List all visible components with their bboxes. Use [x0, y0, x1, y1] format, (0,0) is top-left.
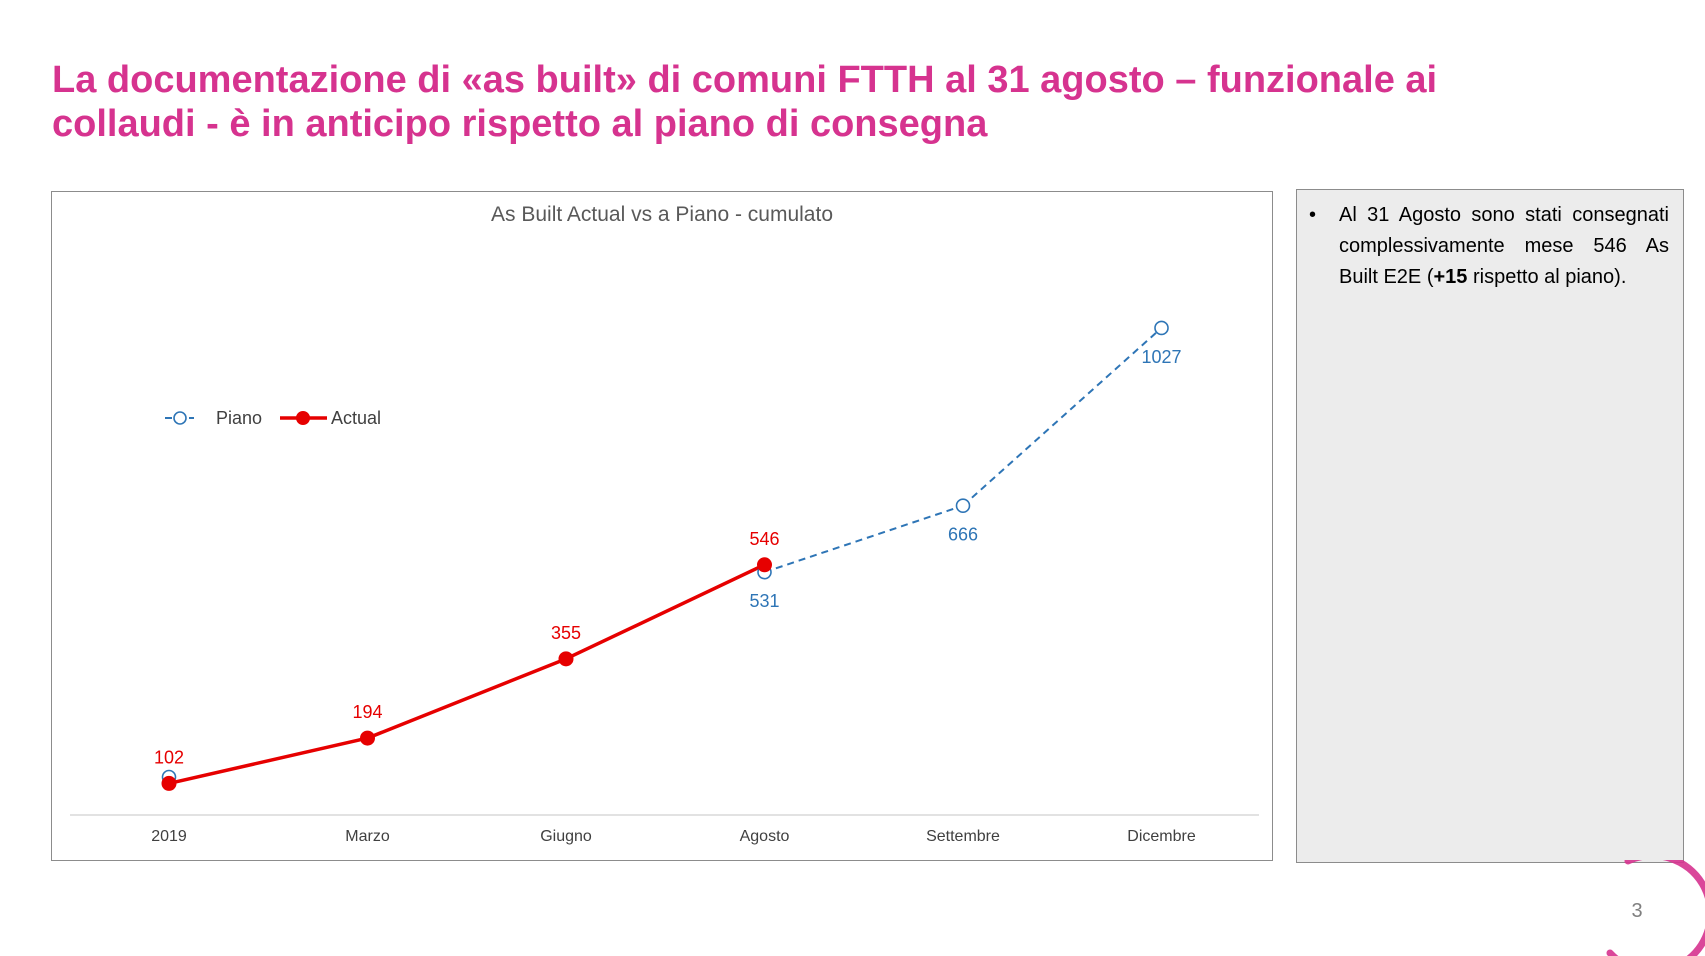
piano-line-segment — [962, 327, 1163, 507]
piano-line-segment — [764, 504, 964, 574]
actual-data-label: 102 — [154, 747, 184, 767]
x-tick-label: Giugno — [540, 828, 592, 845]
slide-title-line-2: collaudi - è in anticipo rispetto al pia… — [52, 103, 988, 145]
piano-data-label: 1027 — [1141, 347, 1181, 367]
legend-piano-label: Piano — [216, 408, 262, 428]
piano-data-label: 531 — [749, 591, 779, 611]
x-tick-label: 2019 — [151, 828, 187, 845]
actual-point — [757, 557, 772, 573]
bullet-icon: • — [1309, 204, 1317, 226]
line-chart: As Built Actual vs a Piano - cumulato 201… — [70, 203, 1259, 845]
actual-point — [360, 730, 375, 746]
actual-data-label: 355 — [551, 623, 581, 643]
x-tick-label: Marzo — [345, 828, 390, 845]
legend-actual-label: Actual — [331, 408, 381, 428]
x-tick-label: Dicembre — [1127, 828, 1196, 845]
actual-point — [161, 775, 177, 791]
note-text: Al 31 Agosto sono stati consegnati compl… — [1339, 200, 1669, 293]
x-tick-label: Agosto — [740, 828, 790, 845]
slide-title: La documentazione di «as built» di comun… — [52, 58, 1612, 146]
chart-frame: As Built Actual vs a Piano - cumulato 201… — [51, 191, 1273, 861]
page-number: 3 — [1631, 900, 1643, 922]
actual-point — [558, 651, 574, 667]
actual-data-label: 546 — [749, 529, 779, 549]
chart-title: As Built Actual vs a Piano - cumulato — [491, 203, 833, 226]
note-text-part-1: Al 31 Agosto sono stati consegnati compl… — [1339, 204, 1669, 288]
actual-line — [168, 563, 766, 786]
piano-point — [1154, 320, 1169, 336]
note-text-part-2: rispetto al piano). — [1467, 266, 1627, 288]
legend-piano-marker — [173, 411, 187, 425]
slide-title-line-1: La documentazione di «as built» di comun… — [52, 59, 1438, 101]
legend-actual-marker — [296, 411, 310, 425]
note-delta: +15 — [1433, 266, 1468, 288]
piano-data-label: 666 — [948, 525, 978, 545]
note-box: • Al 31 Agosto sono stati consegnati com… — [1296, 189, 1684, 863]
piano-point — [955, 498, 971, 513]
x-tick-label: Settembre — [926, 828, 1000, 845]
note-bullet-item: • Al 31 Agosto sono stati consegnati com… — [1309, 200, 1669, 293]
actual-data-label: 194 — [352, 702, 382, 722]
